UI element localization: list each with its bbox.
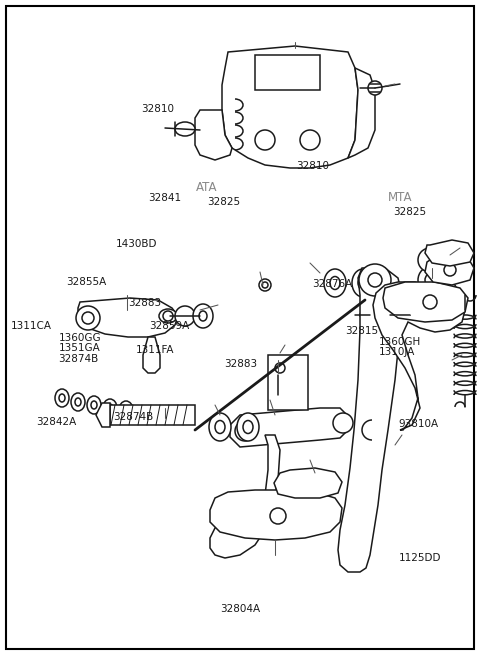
Circle shape [175, 306, 195, 326]
Text: MTA: MTA [388, 191, 412, 204]
Text: 32825: 32825 [394, 206, 427, 217]
Circle shape [275, 363, 285, 373]
Circle shape [255, 130, 275, 150]
Circle shape [163, 311, 173, 321]
Ellipse shape [107, 404, 113, 412]
Polygon shape [348, 68, 375, 158]
Text: 32874B: 32874B [113, 411, 153, 422]
Polygon shape [338, 268, 402, 572]
Circle shape [271, 381, 285, 395]
Text: 32815: 32815 [346, 326, 379, 337]
Ellipse shape [330, 276, 340, 290]
Polygon shape [143, 337, 160, 373]
Polygon shape [195, 110, 232, 160]
Ellipse shape [59, 394, 65, 402]
Text: 1125DD: 1125DD [398, 553, 441, 563]
Circle shape [372, 310, 382, 320]
Ellipse shape [159, 309, 177, 323]
Polygon shape [210, 435, 280, 558]
Ellipse shape [87, 396, 101, 414]
Text: 32841: 32841 [148, 193, 181, 204]
Ellipse shape [437, 250, 453, 261]
Text: 32825: 32825 [207, 196, 240, 207]
Text: ATA: ATA [196, 181, 217, 194]
Text: 1360GG: 1360GG [59, 333, 101, 343]
Ellipse shape [55, 389, 69, 407]
Ellipse shape [237, 413, 259, 441]
Circle shape [262, 282, 268, 288]
Circle shape [333, 413, 353, 433]
Ellipse shape [91, 401, 97, 409]
Circle shape [359, 264, 391, 296]
Ellipse shape [209, 413, 231, 441]
Bar [110, 405, 195, 425]
Circle shape [82, 312, 94, 324]
Ellipse shape [103, 399, 117, 417]
Ellipse shape [358, 276, 368, 290]
Text: 32874B: 32874B [59, 354, 99, 364]
Text: 32883: 32883 [129, 297, 162, 308]
Text: 32810: 32810 [297, 161, 330, 172]
Circle shape [270, 508, 286, 524]
Circle shape [444, 264, 456, 276]
Text: 1311FA: 1311FA [135, 345, 174, 356]
Ellipse shape [123, 406, 129, 414]
Polygon shape [210, 490, 342, 540]
Ellipse shape [352, 269, 374, 297]
Polygon shape [222, 46, 358, 168]
Text: 93810A: 93810A [398, 419, 439, 430]
Circle shape [423, 295, 437, 309]
Circle shape [76, 306, 100, 330]
Polygon shape [425, 255, 474, 285]
Ellipse shape [175, 122, 195, 136]
Ellipse shape [360, 310, 374, 320]
Circle shape [368, 81, 382, 95]
Circle shape [368, 273, 382, 287]
Text: 1351GA: 1351GA [59, 343, 100, 354]
Ellipse shape [119, 401, 133, 419]
Ellipse shape [215, 421, 225, 434]
Text: 1311CA: 1311CA [11, 321, 51, 331]
Bar [255, 55, 320, 90]
Text: 32876A: 32876A [312, 278, 352, 289]
Ellipse shape [193, 304, 213, 328]
Polygon shape [274, 468, 342, 498]
Polygon shape [78, 298, 178, 337]
Ellipse shape [441, 252, 449, 257]
Text: 32855A: 32855A [66, 276, 107, 287]
Ellipse shape [324, 269, 346, 297]
Ellipse shape [199, 311, 207, 321]
Circle shape [418, 266, 446, 294]
Text: 1360GH: 1360GH [379, 337, 421, 347]
Circle shape [273, 370, 283, 380]
Ellipse shape [444, 283, 456, 293]
Ellipse shape [243, 421, 253, 434]
Text: 32883: 32883 [225, 359, 258, 369]
Polygon shape [230, 408, 350, 447]
Circle shape [300, 130, 320, 150]
Circle shape [235, 421, 255, 441]
Polygon shape [96, 403, 110, 427]
Text: 1310JA: 1310JA [379, 347, 416, 358]
Ellipse shape [388, 309, 406, 321]
Text: 1430BD: 1430BD [116, 239, 157, 250]
Text: 32804A: 32804A [220, 604, 260, 614]
Ellipse shape [71, 393, 85, 411]
Circle shape [381, 311, 389, 319]
Polygon shape [373, 282, 465, 430]
Text: 32810: 32810 [142, 104, 175, 115]
Circle shape [425, 273, 439, 287]
Text: 32859A: 32859A [149, 320, 189, 331]
Polygon shape [383, 282, 468, 322]
Text: 32842A: 32842A [36, 417, 77, 428]
Ellipse shape [75, 398, 81, 406]
Circle shape [418, 248, 442, 272]
Circle shape [259, 279, 271, 291]
Polygon shape [425, 240, 474, 266]
Bar [268, 355, 308, 410]
